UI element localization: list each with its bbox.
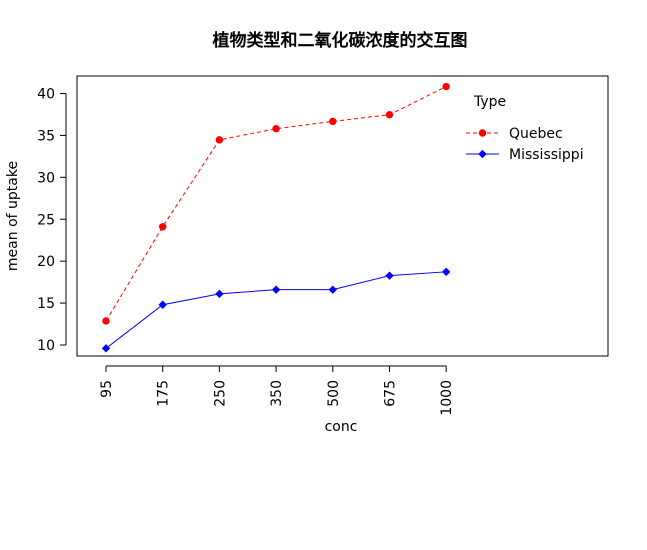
x-tick-label: 95 bbox=[99, 380, 115, 398]
x-axis: 95 175 250 350 500 675 1000 bbox=[99, 365, 455, 416]
series-line-mississippi bbox=[105, 271, 447, 349]
y-tick-label: 40 bbox=[37, 87, 55, 103]
data-point-mississippi bbox=[385, 271, 394, 280]
legend-label-mississippi: Mississippi bbox=[509, 147, 584, 163]
data-point-quebec bbox=[442, 82, 450, 91]
series-mississippi bbox=[101, 267, 451, 353]
x-tick-label: 250 bbox=[212, 380, 228, 407]
y-axis-label: mean of uptake bbox=[5, 161, 21, 271]
data-point-mississippi bbox=[328, 285, 338, 294]
data-point-mississippi bbox=[158, 300, 167, 309]
x-tick-label: 350 bbox=[269, 380, 285, 407]
legend-label-quebec: Quebec bbox=[509, 126, 563, 142]
x-axis-label: conc bbox=[325, 419, 358, 435]
y-axis: 10 15 20 25 30 35 40 bbox=[37, 87, 67, 354]
series-quebec bbox=[102, 82, 450, 325]
x-tick-label: 675 bbox=[383, 380, 399, 407]
data-point-quebec bbox=[215, 136, 224, 144]
chart-title: 植物类型和二氧化碳浓度的交互图 bbox=[213, 30, 468, 51]
y-tick-label: 20 bbox=[37, 254, 55, 270]
plot-frame bbox=[76, 75, 609, 357]
data-point-quebec bbox=[159, 223, 167, 231]
data-point-quebec bbox=[385, 111, 394, 119]
data-point-mississippi bbox=[215, 289, 224, 299]
y-tick-label: 25 bbox=[37, 212, 55, 228]
data-point-mississippi bbox=[441, 267, 451, 277]
legend-marker-mississippi bbox=[478, 149, 487, 159]
y-tick-label: 30 bbox=[37, 170, 55, 186]
data-point-quebec bbox=[329, 117, 337, 126]
x-tick-label: 1000 bbox=[439, 380, 455, 416]
y-tick-label: 35 bbox=[37, 128, 55, 144]
data-point-mississippi bbox=[101, 344, 111, 353]
y-tick-label: 10 bbox=[37, 338, 55, 354]
data-point-quebec bbox=[272, 125, 280, 133]
x-tick-label: 175 bbox=[156, 380, 172, 407]
legend: Type Quebec Mississippi bbox=[466, 94, 584, 163]
data-point-quebec bbox=[102, 317, 110, 325]
y-tick-label: 15 bbox=[37, 296, 55, 312]
series-layer bbox=[101, 82, 451, 353]
legend-title: Type bbox=[473, 94, 506, 110]
data-point-mississippi bbox=[271, 285, 281, 294]
x-tick-label: 500 bbox=[326, 380, 342, 407]
legend-marker-quebec bbox=[478, 129, 487, 137]
